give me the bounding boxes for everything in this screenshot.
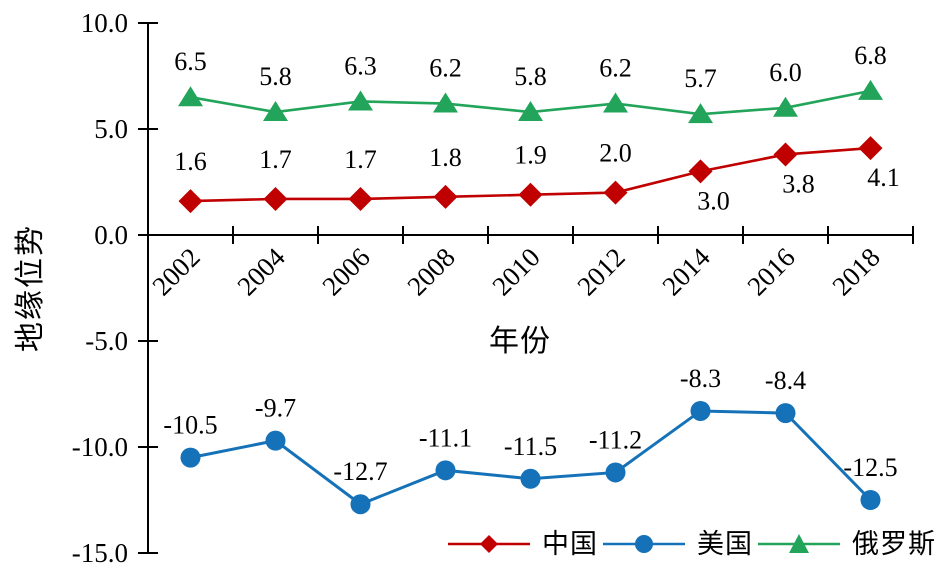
legend-label-china: 中国 [542, 529, 598, 559]
diamond-marker-icon [518, 182, 543, 207]
triangle-marker-icon [433, 92, 458, 113]
data-label: 6.8 [854, 41, 887, 70]
legend-label-russia: 俄罗斯 [852, 529, 936, 559]
triangle-marker-icon [518, 101, 543, 122]
y-axis-tick-label: 0.0 [94, 220, 128, 250]
circle-marker-icon [635, 535, 653, 553]
x-axis-category-label: 2002 [146, 242, 205, 301]
diamond-marker-icon [603, 180, 628, 205]
triangle-marker-icon [688, 103, 713, 124]
x-axis-category-label: 2004 [231, 242, 291, 302]
x-axis-category-label: 2010 [486, 242, 545, 301]
y-axis-tick-label: 5.0 [94, 114, 128, 144]
circle-marker-icon [520, 468, 541, 489]
circle-marker-icon [180, 447, 201, 468]
data-label: 4.1 [867, 163, 900, 192]
diamond-marker-icon [480, 535, 498, 553]
data-label: 6.5 [174, 47, 207, 76]
data-label: 1.9 [514, 141, 547, 170]
data-label: 1.7 [344, 145, 377, 174]
legend-label-usa: 美国 [697, 529, 753, 559]
data-label: -11.2 [589, 425, 642, 454]
data-label: 1.8 [429, 143, 462, 172]
circle-marker-icon [265, 430, 286, 451]
data-label: 6.2 [429, 54, 462, 83]
data-label: -10.5 [163, 411, 217, 440]
y-axis-tick-label: -15.0 [72, 538, 128, 568]
diamond-marker-icon [348, 186, 373, 211]
x-axis-category-label: 2012 [571, 242, 630, 301]
legend-marker-russia [758, 534, 840, 553]
data-label: -12.7 [333, 457, 387, 486]
x-axis-category-label: 2014 [656, 242, 716, 302]
data-label: 5.8 [514, 62, 547, 91]
x-axis-category-label: 2018 [826, 242, 885, 301]
legend-item-usa: 美国 [603, 529, 753, 559]
data-label: -12.5 [843, 453, 897, 482]
circle-marker-icon [690, 400, 711, 421]
x-axis-title: 年份 [489, 325, 551, 358]
y-axis-title: 地缘位势 [14, 224, 47, 352]
data-label: -9.7 [255, 394, 296, 423]
data-label: 5.8 [259, 62, 292, 91]
triangle-marker-icon [348, 90, 373, 111]
circle-marker-icon [435, 460, 456, 481]
triangle-marker-icon [603, 92, 628, 113]
data-label: 6.3 [344, 51, 377, 80]
circle-marker-icon [860, 490, 881, 510]
triangle-marker-icon [178, 86, 203, 107]
x-axis-category-label: 2008 [401, 242, 460, 301]
triangle-marker-icon [789, 534, 809, 553]
diamond-marker-icon [773, 142, 798, 167]
data-label: 3.0 [697, 186, 730, 215]
diamond-marker-icon [858, 136, 883, 161]
legend-item-china: 中国 [448, 529, 598, 559]
data-label: 1.6 [174, 147, 207, 176]
data-label: 1.7 [259, 145, 292, 174]
x-axis-category-label: 2016 [741, 242, 800, 301]
triangle-marker-icon [858, 79, 883, 100]
diamond-marker-icon [688, 159, 713, 184]
data-label: -11.5 [504, 432, 557, 461]
legend-marker-china [448, 535, 530, 553]
data-label: 6.0 [769, 58, 802, 87]
x-axis-category-label: 2006 [316, 242, 375, 301]
y-axis-tick-label: 10.0 [81, 8, 128, 38]
data-label: -11.1 [419, 423, 472, 452]
data-label: 5.7 [684, 64, 717, 93]
data-label: 6.2 [599, 54, 632, 83]
diamond-marker-icon [263, 186, 288, 211]
legend-item-russia: 俄罗斯 [758, 529, 936, 559]
triangle-marker-icon [263, 101, 288, 122]
y-axis-tick-label: -10.0 [72, 432, 128, 462]
diamond-marker-icon [433, 184, 458, 209]
diamond-marker-icon [178, 189, 203, 214]
data-label: -8.3 [680, 364, 721, 393]
circle-marker-icon [775, 403, 796, 424]
data-label: 3.8 [782, 169, 815, 198]
triangle-marker-icon [773, 96, 798, 117]
data-label: 2.0 [599, 139, 632, 168]
data-label: -8.4 [765, 366, 806, 395]
legend-marker-usa [603, 535, 685, 553]
y-axis-tick-label: -5.0 [85, 326, 128, 356]
circle-marker-icon [605, 462, 626, 483]
circle-marker-icon [350, 494, 371, 515]
